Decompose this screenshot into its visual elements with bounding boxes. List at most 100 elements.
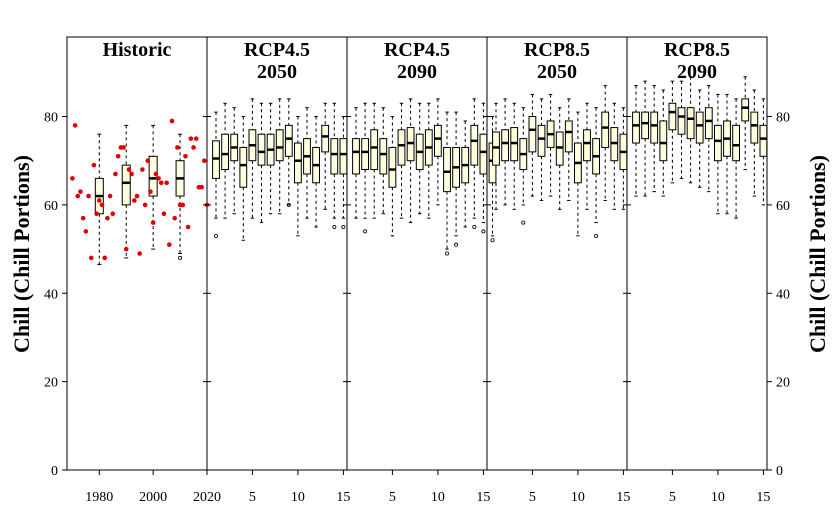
x-tick-label-scenario: 15 xyxy=(476,490,490,505)
historic-box xyxy=(175,133,185,260)
historic-point xyxy=(145,158,151,164)
scenario-box xyxy=(759,98,768,206)
scenario-box xyxy=(397,102,406,219)
scenario-box xyxy=(583,102,591,210)
scenario-box xyxy=(723,93,731,215)
y-tick-label-left: 20 xyxy=(44,376,58,391)
box-outlier xyxy=(213,233,218,238)
box-iqr xyxy=(641,111,650,140)
box-iqr xyxy=(352,138,360,175)
y-tick-label-left: 0 xyxy=(51,464,58,479)
historic-point xyxy=(142,202,148,208)
x-tick-label-scenario: 10 xyxy=(711,490,725,505)
historic-point xyxy=(185,224,191,230)
box-iqr xyxy=(714,124,722,162)
scenario-box xyxy=(443,111,451,256)
box-iqr xyxy=(759,124,768,157)
scenario-box xyxy=(650,85,659,193)
box-iqr xyxy=(732,124,741,162)
historic-point xyxy=(94,211,99,217)
scenario-box xyxy=(479,102,488,234)
historic-point xyxy=(91,162,97,168)
scenario-box xyxy=(266,102,275,215)
historic-point xyxy=(134,193,140,199)
x-tick-label-scenario: 15 xyxy=(336,490,350,505)
scenario-box xyxy=(695,89,704,188)
box-iqr xyxy=(434,124,442,157)
scenario-box xyxy=(592,107,601,238)
panel-title-historic: Historic xyxy=(103,39,172,61)
historic-point xyxy=(86,193,91,199)
y-axis-label-right: Chill (Chill Portions) xyxy=(805,155,830,353)
box-outlier xyxy=(444,251,449,256)
historic-point xyxy=(183,153,188,159)
historic-point xyxy=(188,136,194,141)
historic-point xyxy=(150,220,156,225)
box-iqr xyxy=(339,138,348,175)
scenario-box xyxy=(659,89,668,197)
box-iqr xyxy=(537,124,546,157)
box-iqr xyxy=(668,102,677,131)
panel-title-line1: RCP8.5 xyxy=(664,39,730,61)
historic-point xyxy=(161,211,167,217)
historic-point xyxy=(169,118,175,124)
scenario-box xyxy=(339,116,348,229)
scenario-box xyxy=(492,102,500,210)
y-tick-label-left: 80 xyxy=(44,111,58,126)
scenario-box xyxy=(555,107,564,210)
scenario-box xyxy=(564,98,573,201)
scenario-box xyxy=(388,116,397,237)
box-outlier xyxy=(521,220,526,225)
x-tick-label-scenario: 10 xyxy=(291,490,305,505)
box-iqr xyxy=(443,146,451,193)
box-outlier xyxy=(490,238,495,243)
scenario-box xyxy=(212,111,220,238)
scenario-box xyxy=(379,107,388,215)
historic-point xyxy=(97,198,102,203)
box-iqr xyxy=(686,107,695,140)
box-iqr xyxy=(470,124,479,166)
historic-point xyxy=(70,176,75,181)
historic-point xyxy=(140,167,145,172)
box-outlier xyxy=(472,224,477,229)
scenario-box xyxy=(461,120,470,228)
panel-title-line2: 2050 xyxy=(537,61,577,83)
y-tick-label-left: 40 xyxy=(44,287,58,302)
scenario-box xyxy=(704,85,713,193)
box-outlier xyxy=(594,233,599,238)
x-tick-label-historic: 2020 xyxy=(193,490,221,505)
scenario-box xyxy=(275,98,284,215)
scenario-box xyxy=(370,102,379,219)
historic-point xyxy=(72,123,78,128)
box-iqr xyxy=(239,146,248,188)
box-outlier xyxy=(481,229,486,234)
box-iqr xyxy=(659,120,668,162)
scenario-box xyxy=(330,102,339,229)
box-iqr xyxy=(677,107,686,135)
scenario-box xyxy=(632,85,640,197)
historic-box xyxy=(94,133,104,266)
box-iqr xyxy=(501,129,510,162)
box-iqr xyxy=(330,138,339,175)
historic-point xyxy=(167,242,172,247)
box-iqr xyxy=(741,98,750,122)
y-tick-label-right: 0 xyxy=(776,464,783,479)
historic-point xyxy=(153,171,159,177)
y-tick-label-right: 20 xyxy=(776,376,790,391)
box-iqr xyxy=(121,164,131,206)
x-tick-label-scenario: 5 xyxy=(529,490,536,505)
scenario-box xyxy=(257,102,266,224)
scenario-box xyxy=(677,80,686,179)
scenario-box xyxy=(321,102,330,210)
historic-point xyxy=(129,171,134,177)
box-iqr xyxy=(704,107,713,140)
scenario-box xyxy=(714,93,722,215)
scenario-box xyxy=(732,98,741,219)
historic-point xyxy=(105,215,110,221)
historic-point xyxy=(202,158,207,164)
x-tick-label-scenario: 5 xyxy=(389,490,396,505)
x-tick-label-scenario: 15 xyxy=(756,490,770,505)
scenario-box xyxy=(406,98,415,224)
